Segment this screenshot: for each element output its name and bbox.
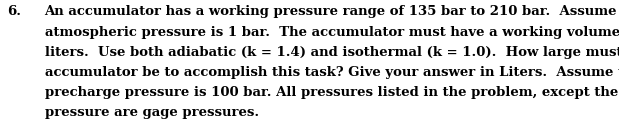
Text: atmospheric pressure is 1 bar.  The accumulator must have a working volume of 3.: atmospheric pressure is 1 bar. The accum… [45,26,619,39]
Text: precharge pressure is 100 bar. All pressures listed in the problem, except the a: precharge pressure is 100 bar. All press… [45,86,619,99]
Text: liters.  Use both adiabatic (k = 1.4) and isothermal (k = 1.0).  How large must : liters. Use both adiabatic (k = 1.4) and… [45,46,619,59]
Text: accumulator be to accomplish this task? Give your answer in Liters.  Assume that: accumulator be to accomplish this task? … [45,66,619,79]
Text: An accumulator has a working pressure range of 135 bar to 210 bar.  Assume that : An accumulator has a working pressure ra… [45,5,619,18]
Text: 6.: 6. [7,5,22,18]
Text: pressure are gage pressures.: pressure are gage pressures. [45,106,259,119]
